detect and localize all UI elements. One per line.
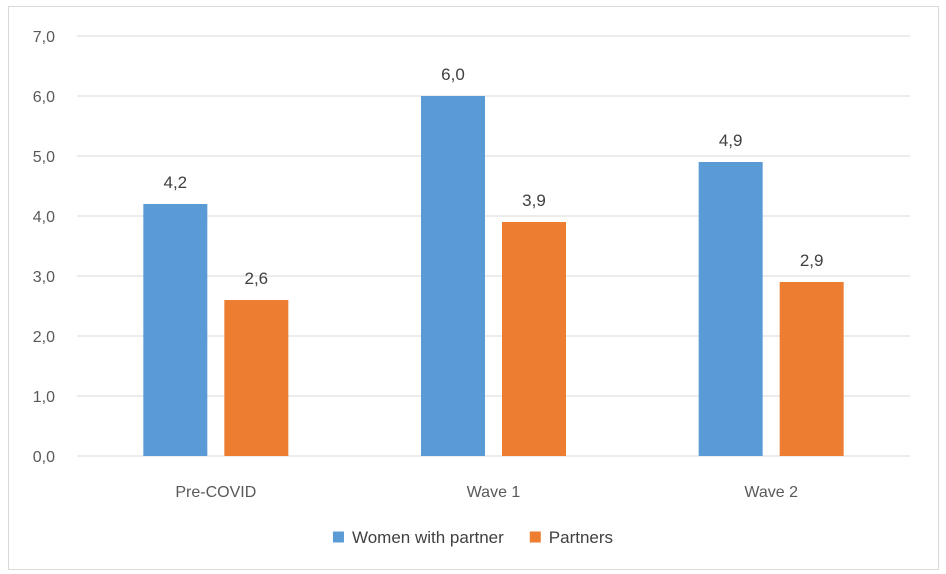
legend-label: Women with partner <box>352 528 504 547</box>
data-label: 2,9 <box>800 251 824 270</box>
y-axis-tick-labels: 0,0 1,0 2,0 3,0 4,0 5,0 6,0 7,0 <box>33 29 55 466</box>
legend-label: Partners <box>549 528 613 547</box>
bars <box>143 96 844 456</box>
x-tick-label: Wave 2 <box>744 484 798 501</box>
y-tick-label: 1,0 <box>33 389 55 406</box>
data-label: 3,9 <box>522 191 546 210</box>
x-tick-label: Wave 1 <box>467 484 521 501</box>
legend-item[interactable]: Women with partner <box>332 528 504 547</box>
legend-swatch <box>332 531 344 543</box>
y-tick-label: 2,0 <box>33 329 55 346</box>
y-tick-label: 5,0 <box>33 149 55 166</box>
bar-women-with-partner[interactable] <box>143 204 208 456</box>
data-label: 4,2 <box>164 173 188 192</box>
legend[interactable]: Women with partner Partners <box>332 528 613 547</box>
y-tick-label: 3,0 <box>33 269 55 286</box>
x-tick-label: Pre-COVID <box>175 484 256 501</box>
y-tick-label: 0,0 <box>33 449 55 466</box>
data-label: 6,0 <box>441 65 465 84</box>
bar-partners[interactable] <box>224 300 289 456</box>
y-tick-label: 6,0 <box>33 89 55 106</box>
y-tick-label: 7,0 <box>33 29 55 46</box>
y-tick-label: 4,0 <box>33 209 55 226</box>
bar-partners[interactable] <box>502 222 566 456</box>
legend-swatch <box>529 531 541 543</box>
x-axis-tick-labels: Pre-COVID Wave 1 Wave 2 <box>175 484 798 501</box>
bar-women-with-partner[interactable] <box>698 162 763 456</box>
data-label: 2,6 <box>245 269 269 288</box>
legend-item[interactable]: Partners <box>529 528 613 547</box>
data-labels: 4,2 2,6 6,0 3,9 4,9 2,9 <box>164 65 824 288</box>
bar-women-with-partner[interactable] <box>421 96 485 456</box>
gridlines <box>77 35 910 457</box>
bar-partners[interactable] <box>779 282 844 456</box>
data-label: 4,9 <box>719 131 743 150</box>
